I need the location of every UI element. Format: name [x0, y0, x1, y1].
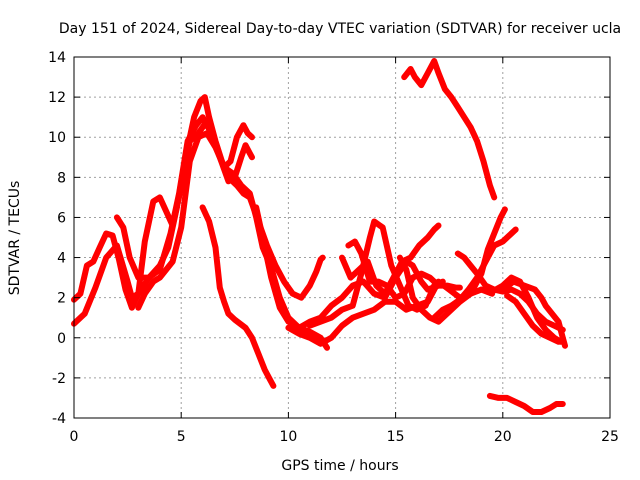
y-tick-label: 14: [48, 50, 66, 66]
y-tick-label: 0: [57, 331, 66, 347]
series-trace-13: [454, 250, 566, 333]
series-trace-15: [499, 278, 568, 349]
y-tick-label: 10: [48, 130, 66, 146]
data-traces: [71, 58, 568, 415]
series-trace-16: [504, 292, 562, 345]
series-trace-14: [478, 274, 564, 345]
y-tick-label: 8: [57, 170, 66, 186]
series-trace-1: [71, 94, 326, 327]
y-tick-label: -4: [52, 411, 66, 427]
y-tick-label: 4: [57, 251, 66, 267]
x-axis-label: GPS time / hours: [281, 458, 398, 474]
series-trace-18: [486, 392, 566, 415]
series-trace-4: [135, 122, 255, 311]
y-tick-label: 2: [57, 291, 66, 307]
series-trace-3: [113, 114, 255, 281]
y-tick-label: -2: [52, 371, 66, 387]
plot-frame: [73, 56, 611, 419]
series-trace-6: [253, 204, 442, 331]
x-tick-label: 25: [601, 429, 619, 445]
series-trace-17: [401, 58, 498, 201]
series-trace-10: [345, 238, 463, 301]
grid-lines: [74, 57, 610, 418]
series-trace-2: [71, 118, 330, 351]
series-trace-5: [199, 204, 277, 389]
y-axis-ticks: -4 -2 0 2 4 6 8 10 12 14: [48, 50, 610, 427]
y-tick-label: 6: [57, 210, 66, 226]
x-tick-label: 15: [387, 429, 405, 445]
y-tick-label: 12: [48, 90, 66, 106]
chart-title: Day 151 of 2024, Sidereal Day-to-day VTE…: [59, 21, 621, 37]
x-tick-label: 5: [177, 429, 186, 445]
x-tick-label: 20: [494, 429, 512, 445]
series-trace-9: [339, 222, 442, 297]
x-tick-label: 10: [279, 429, 297, 445]
series-trace-7: [285, 278, 496, 347]
y-axis-label: SDTVAR / TECUs: [7, 181, 23, 296]
x-tick-label: 0: [70, 429, 79, 445]
x-axis-ticks: 0 5 10 15 20 25: [70, 57, 619, 445]
